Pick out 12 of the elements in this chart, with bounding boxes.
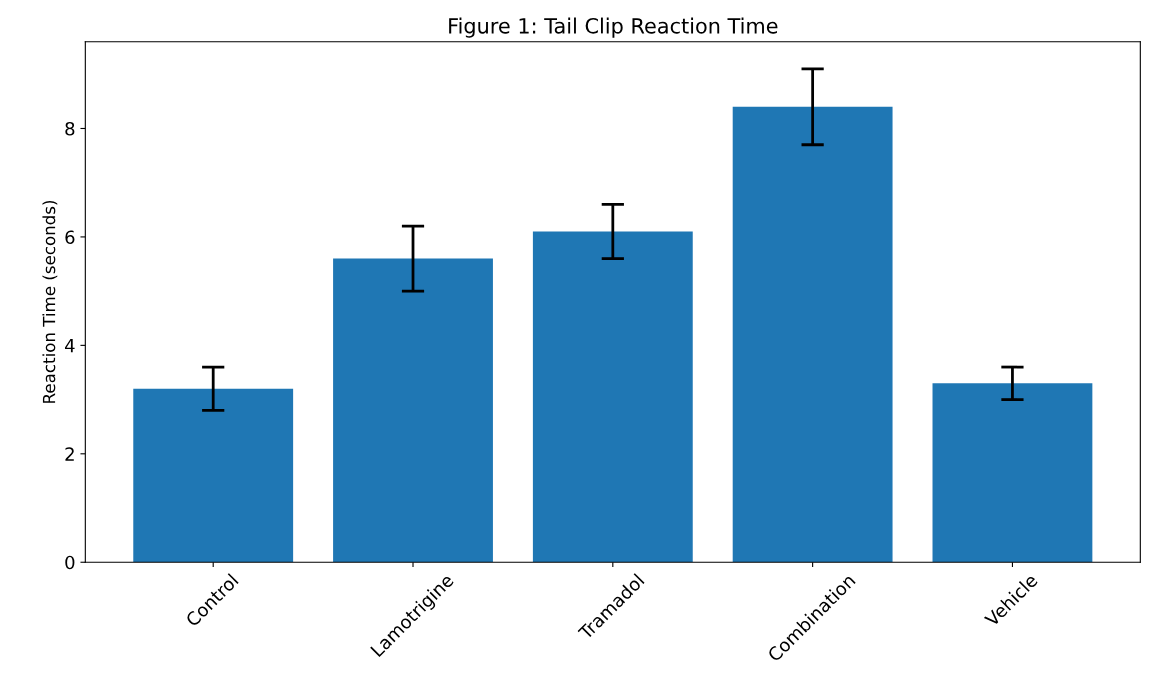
chart-title: Figure 1: Tail Clip Reaction Time [449,17,778,38]
y-tick-label: 0 [65,555,75,570]
bar [732,106,893,563]
y-tick-label: 8 [65,121,75,136]
y-tick-label: 6 [65,230,75,245]
bar [532,231,693,563]
bar [333,258,493,563]
y-tick-label: 2 [65,447,74,461]
y-tick-label: 4 [64,339,75,353]
bar [133,388,294,563]
y-axis-title: Reaction Time (seconds) [42,200,58,403]
bar [932,383,1093,563]
